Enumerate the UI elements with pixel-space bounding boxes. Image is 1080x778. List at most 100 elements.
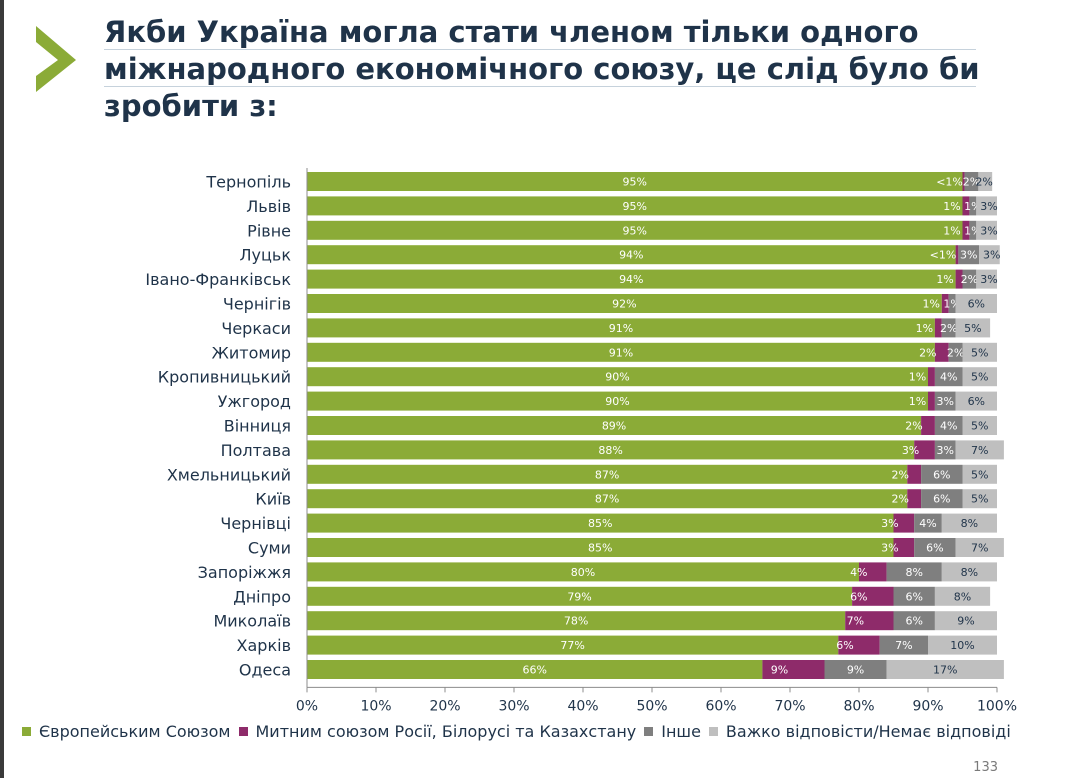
data-label-customs-union: 1% (923, 298, 940, 311)
bar-segment-customs-union (955, 245, 959, 265)
bar-segment-no-answer (976, 269, 997, 289)
legend-swatch-eu (22, 727, 31, 736)
legend-label-no-answer: Важко відповісти/Немає відповіді (725, 722, 1011, 741)
bar-segment-no-answer (962, 489, 997, 509)
category-label: Миколаїв (213, 612, 291, 631)
data-label-no-answer: 5% (971, 468, 988, 481)
data-label-other: 4% (940, 371, 957, 384)
bar-segment-other (934, 440, 956, 460)
bar-segment-eu (307, 464, 908, 484)
legend-item-no-answer: Важко відповісти/Немає відповіді (708, 722, 1011, 741)
bar-segment-other (921, 464, 963, 484)
bar-segment-no-answer (955, 294, 997, 313)
bar-segment-other (948, 342, 963, 362)
data-label-no-answer: 10% (950, 639, 974, 652)
bar-segment-customs-union (859, 562, 887, 582)
bar-segment-other (914, 538, 956, 557)
play-arrow-icon (36, 26, 76, 92)
bar-segment-other (934, 367, 963, 387)
x-tick-label: 100% (977, 698, 1017, 714)
category-label: Кропивницький (158, 368, 291, 387)
bar-segment-eu (307, 269, 956, 289)
data-label-customs-union: 2% (919, 346, 936, 359)
bar-segment-eu (307, 489, 908, 509)
bar-segment-customs-union (934, 318, 942, 338)
bar-segment-no-answer (934, 586, 991, 606)
category-label: Ужгород (218, 392, 291, 411)
data-label-customs-union: <1% (930, 249, 957, 262)
bar-segment-no-answer (941, 562, 997, 582)
data-label-other: 7% (895, 639, 912, 652)
bar-segment-eu (307, 440, 915, 460)
bar-segment-eu (307, 172, 963, 191)
bar-segment-other (879, 635, 928, 655)
category-label: Вінниця (224, 417, 291, 436)
bar-segment-customs-union (962, 220, 970, 240)
data-label-no-answer: 5% (964, 322, 981, 335)
data-label-other: 6% (905, 590, 922, 603)
bar-segment-customs-union (962, 196, 970, 216)
bar-segment-other (824, 660, 887, 679)
data-label-no-answer: 5% (971, 493, 988, 506)
data-label-no-answer: 8% (954, 590, 971, 603)
data-label-no-answer: 7% (971, 542, 988, 555)
x-tick-label: 50% (636, 698, 667, 714)
data-label-eu: 94% (619, 249, 643, 262)
bar-segment-customs-union (907, 489, 922, 509)
bar-segment-no-answer (976, 196, 997, 216)
data-label-eu: 92% (612, 298, 636, 311)
data-label-customs-union: 1% (909, 371, 926, 384)
legend-item-other: Інше (644, 722, 701, 741)
data-label-other: 3% (937, 444, 954, 457)
bar-segment-eu (307, 391, 928, 411)
bar-segment-no-answer (976, 220, 997, 240)
data-label-other: 6% (926, 542, 943, 555)
bar-segment-eu (307, 342, 935, 362)
bar-segment-no-answer (941, 513, 997, 533)
bar-segment-eu (307, 586, 853, 606)
data-label-eu: 85% (588, 542, 612, 555)
data-label-other: 8% (905, 566, 922, 579)
bar-segment-eu (307, 562, 859, 582)
data-label-eu: 77% (560, 639, 584, 652)
bar-segment-customs-union (914, 440, 935, 460)
x-tick-label: 40% (567, 698, 598, 714)
title-line-3: зробити з: (104, 89, 278, 123)
bar-segment-customs-union (852, 586, 894, 606)
category-label: Одеса (239, 661, 291, 680)
bar-segment-customs-union (838, 635, 880, 655)
data-label-customs-union: 6% (836, 639, 853, 652)
category-label: Житомир (212, 343, 291, 362)
data-label-eu: 91% (609, 346, 633, 359)
category-label: Чернігів (223, 295, 291, 314)
data-label-no-answer: 7% (971, 444, 988, 457)
data-label-eu: 79% (567, 590, 591, 603)
data-label-eu: 66% (522, 664, 546, 677)
data-label-customs-union: 2% (891, 468, 908, 481)
bar-segment-eu (307, 416, 922, 435)
bar-segment-no-answer (934, 611, 997, 631)
bar-segment-other (934, 391, 956, 411)
data-label-other: 2% (963, 176, 980, 189)
category-label: Рівне (247, 221, 291, 240)
bar-segment-customs-union (962, 172, 965, 191)
x-tick-label: 0% (296, 698, 318, 714)
data-label-no-answer: 3% (980, 200, 997, 213)
category-label: Чернівці (220, 514, 291, 533)
bar-segment-other (921, 489, 963, 509)
bar-segment-eu (307, 294, 942, 313)
bar-segment-other (962, 269, 977, 289)
bar-segment-other (958, 245, 980, 265)
bar-segment-no-answer (979, 245, 1000, 265)
data-label-other: 2% (947, 346, 964, 359)
data-label-eu: 95% (623, 176, 647, 189)
bar-segment-customs-union (921, 416, 935, 435)
bar-segment-other (964, 172, 979, 191)
data-label-eu: 87% (595, 493, 619, 506)
legend-label-eu: Європейським Союзом (39, 722, 231, 741)
data-label-eu: 90% (605, 395, 629, 408)
legend-swatch-customs-union (238, 727, 248, 736)
bar-segment-customs-union (928, 391, 935, 411)
data-label-no-answer: 5% (971, 420, 988, 433)
data-label-no-answer: 8% (961, 566, 978, 579)
